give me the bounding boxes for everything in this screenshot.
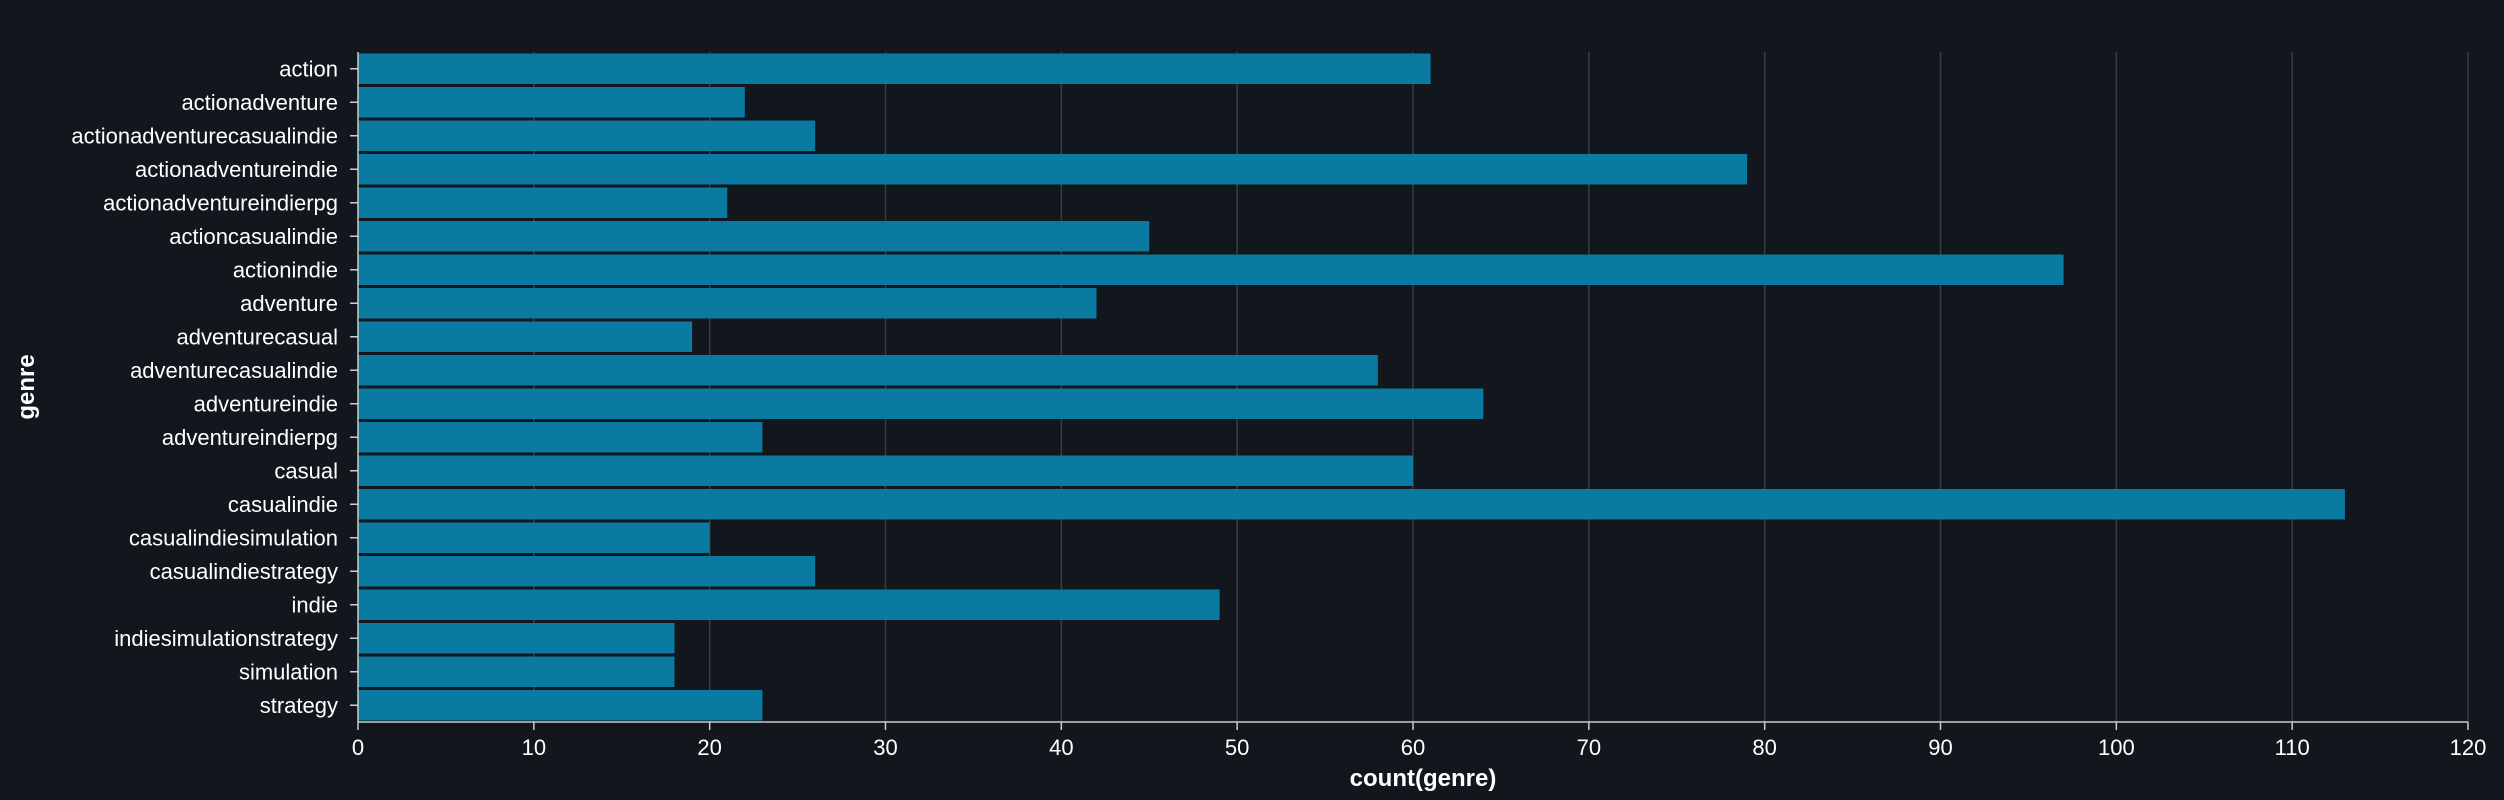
x-tick-label: 70 [1577,735,1601,760]
category-label: casual [274,458,338,483]
category-labels: action actionadventure actionadventurecasu… [71,56,338,718]
category-label: simulation [239,659,338,684]
category-label: actionadventureindierpg [103,190,338,215]
category-label: action [279,56,338,81]
bar-casual [358,455,1413,486]
category-label: actioncasualindie [169,224,338,249]
x-tick-label: 90 [1928,735,1952,760]
category-label: actionadventure [181,90,338,115]
x-tick-label: 20 [697,735,721,760]
bar-casualindiesimulation [358,522,710,553]
category-label: adventureindierpg [162,425,338,450]
gridlines [533,52,2469,722]
x-tick-label: 80 [1752,735,1776,760]
category-label: adventurecasualindie [130,358,338,383]
axes [350,52,2469,730]
x-tick-label: 110 [2275,735,2310,760]
category-label: casualindiestrategy [150,559,338,584]
bar-actionindie [358,254,2064,285]
bar-adventure [358,288,1097,319]
category-label: indie [292,592,338,617]
bars [358,53,2345,721]
category-label: strategy [260,693,338,718]
bar-casualindiestrategy [358,556,816,587]
bar-indiesimulationstrategy [358,623,675,654]
bar-adventureindie [358,388,1484,419]
category-label: casualindie [228,492,338,517]
category-label: adventure [240,291,338,316]
category-label: adventureindie [194,391,338,416]
category-label: actionadventureindie [135,157,338,182]
bar-strategy [358,690,763,721]
x-tick-label: 40 [1049,735,1073,760]
bar-action [358,53,1431,84]
bar-indie [358,589,1220,620]
bar-adventurecasualindie [358,355,1378,386]
x-axis-title: count(genre) [1350,765,1497,792]
bar-actionadventureindie [358,154,1748,185]
bar-adventureindierpg [358,422,763,453]
bar-adventurecasual [358,321,693,352]
bar-actioncasualindie [358,221,1150,252]
x-tick-label: 30 [873,735,897,760]
x-tick-label: 10 [522,735,546,760]
x-tick-label: 60 [1401,735,1425,760]
bar-actionadventurecasualindie [358,120,816,151]
category-label: actionadventurecasualindie [71,123,338,148]
x-tick-labels: 0 10 20 30 40 50 60 70 80 90 100 110 120 [352,735,2486,760]
category-label: casualindiesimulation [129,525,338,550]
x-tick-label: 50 [1225,735,1249,760]
y-axis-title: genre [13,354,40,419]
x-tick-label: 100 [2098,735,2135,760]
bar-simulation [358,656,675,687]
category-label: adventurecasual [177,324,338,349]
x-tick-label: 120 [2450,735,2487,760]
bar-casualindie [358,489,2345,520]
category-label: actionindie [233,257,338,282]
bar-actionadventure [358,87,745,118]
bar-actionadventureindierpg [358,187,728,218]
x-tick-label: 0 [352,735,364,760]
category-label: indiesimulationstrategy [114,626,338,651]
